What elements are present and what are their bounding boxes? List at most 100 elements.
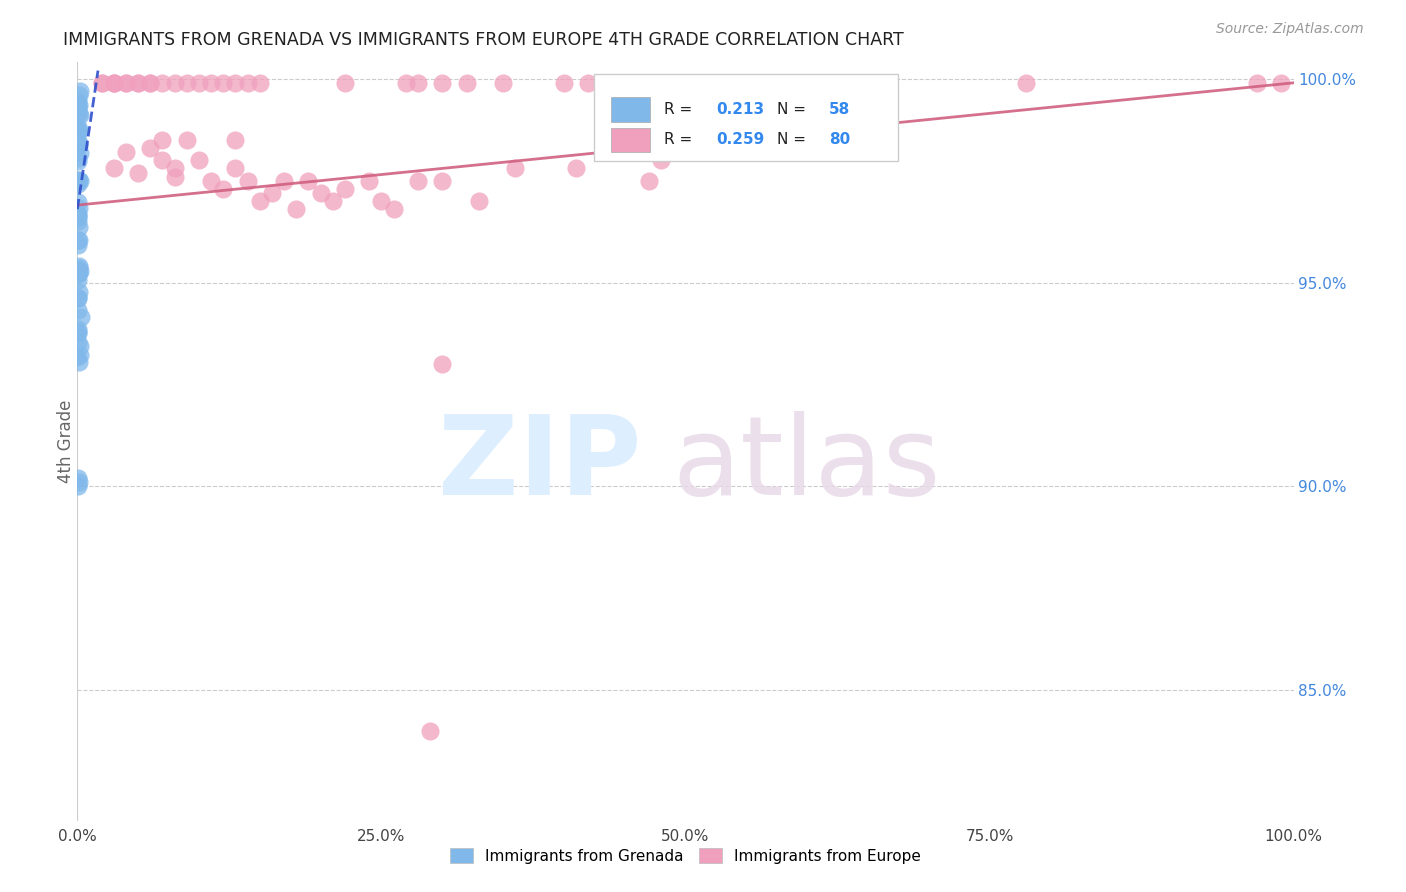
Point — [395, 76, 418, 90]
Text: 0.213: 0.213 — [716, 102, 763, 117]
Point — [69, 84, 91, 98]
Point — [66, 471, 89, 485]
Point — [67, 479, 90, 493]
Point — [273, 174, 295, 188]
Point — [382, 202, 405, 217]
Point — [602, 145, 624, 160]
Point — [67, 173, 90, 187]
Point — [1270, 76, 1292, 90]
Point — [212, 182, 235, 196]
Point — [503, 161, 526, 176]
Point — [152, 76, 174, 90]
Point — [285, 202, 308, 217]
Point — [67, 265, 90, 279]
Point — [67, 209, 90, 223]
Point — [359, 174, 381, 188]
Point — [115, 76, 138, 90]
Point — [200, 76, 222, 90]
Point — [66, 151, 89, 165]
Point — [430, 174, 453, 188]
Point — [66, 123, 89, 137]
Point — [430, 76, 453, 90]
Point — [67, 303, 90, 318]
Point — [333, 76, 356, 90]
Point — [467, 194, 489, 208]
FancyBboxPatch shape — [595, 74, 898, 161]
Point — [66, 100, 89, 114]
Point — [66, 234, 89, 248]
Point — [67, 220, 90, 235]
Point — [176, 76, 198, 90]
Point — [333, 182, 356, 196]
Point — [127, 165, 149, 179]
Point — [188, 153, 211, 168]
Text: N =: N = — [776, 132, 806, 147]
Point — [67, 475, 90, 490]
Point — [67, 194, 90, 209]
Point — [66, 99, 89, 113]
Point — [249, 76, 271, 90]
Point — [139, 141, 162, 155]
Point — [188, 76, 211, 90]
Point — [67, 124, 90, 138]
Point — [163, 169, 186, 184]
Point — [103, 161, 125, 176]
Point — [69, 145, 91, 160]
Text: 80: 80 — [830, 132, 851, 147]
Point — [67, 153, 90, 168]
Point — [553, 76, 575, 90]
Point — [67, 285, 90, 299]
Point — [406, 76, 429, 90]
Point — [66, 206, 89, 220]
Point — [69, 172, 91, 186]
Point — [406, 174, 429, 188]
Point — [236, 174, 259, 188]
Legend: Immigrants from Grenada, Immigrants from Europe: Immigrants from Grenada, Immigrants from… — [444, 842, 927, 870]
Point — [103, 76, 125, 90]
Point — [1015, 76, 1038, 90]
Point — [139, 76, 162, 90]
Point — [66, 350, 89, 364]
Point — [1246, 76, 1268, 90]
Point — [69, 263, 91, 277]
Point — [103, 76, 125, 90]
Point — [176, 133, 198, 147]
Point — [650, 153, 672, 168]
Point — [69, 310, 91, 325]
Point — [152, 153, 174, 168]
Point — [66, 210, 89, 224]
Point — [772, 76, 794, 90]
Point — [66, 291, 89, 305]
Point — [492, 76, 515, 90]
Point — [67, 325, 90, 339]
Point — [808, 76, 831, 90]
Point — [224, 161, 246, 176]
Point — [115, 145, 138, 160]
Point — [675, 76, 697, 90]
Point — [90, 76, 112, 90]
Point — [430, 357, 453, 371]
Text: R =: R = — [664, 132, 692, 147]
Text: R =: R = — [664, 102, 692, 117]
Point — [103, 76, 125, 90]
Point — [67, 261, 90, 276]
Point — [66, 326, 89, 340]
Point — [67, 138, 90, 153]
Point — [69, 108, 91, 122]
Point — [69, 348, 91, 362]
Point — [67, 355, 90, 369]
Point — [69, 339, 91, 353]
Point — [67, 107, 90, 121]
Point — [67, 136, 90, 151]
Point — [224, 76, 246, 90]
Point — [67, 263, 90, 277]
Point — [115, 76, 138, 90]
Text: IMMIGRANTS FROM GRENADA VS IMMIGRANTS FROM EUROPE 4TH GRADE CORRELATION CHART: IMMIGRANTS FROM GRENADA VS IMMIGRANTS FR… — [63, 31, 904, 49]
Point — [127, 76, 149, 90]
Point — [67, 267, 90, 281]
Point — [66, 214, 89, 228]
Point — [66, 238, 89, 252]
Point — [565, 161, 588, 176]
Text: 0.259: 0.259 — [716, 132, 763, 147]
Point — [224, 133, 246, 147]
